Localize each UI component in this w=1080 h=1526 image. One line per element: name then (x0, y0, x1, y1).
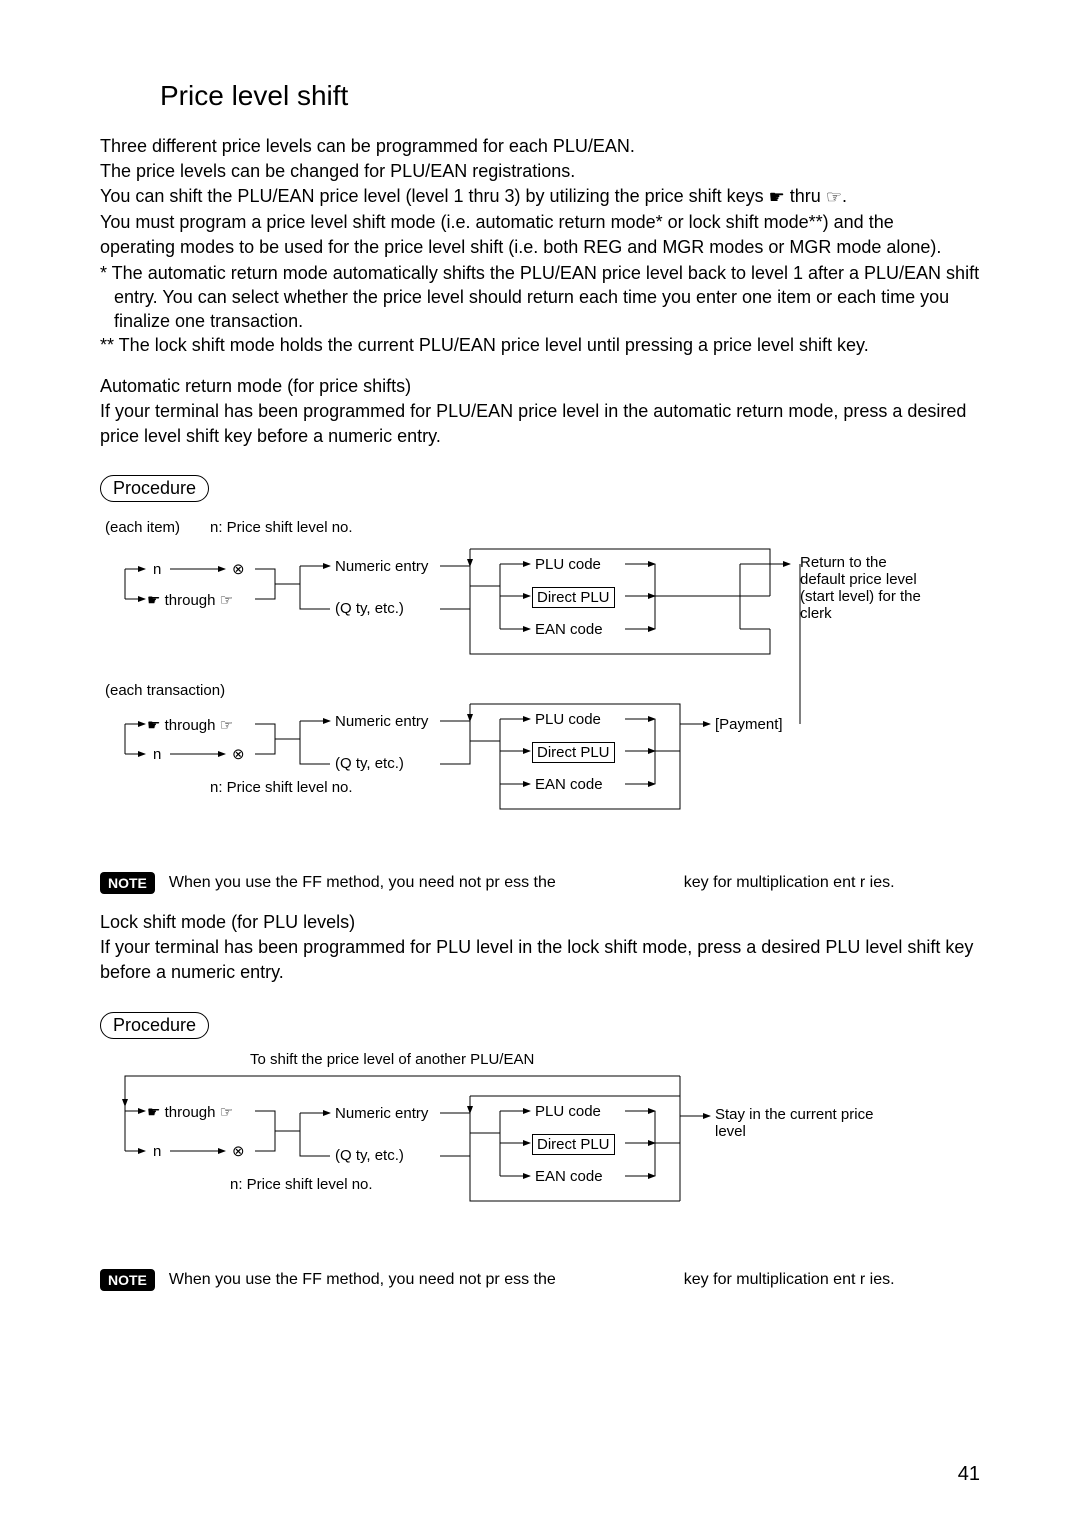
payment-label: [Payment] (715, 716, 783, 733)
lock-desc: If your terminal has been programmed for… (100, 935, 980, 985)
ean-code-3: EAN code (535, 1168, 603, 1185)
level-icon-2: ⊗ (232, 745, 245, 763)
stay-current: Stay in the current price level (715, 1106, 875, 1140)
diagram-auto: (each item) n: Price shift level no. n ⊗… (100, 514, 980, 844)
through-1: through (160, 592, 219, 609)
n-label-2: n: Price shift level no. (210, 779, 353, 796)
key3-icon-3: ☞ (220, 1104, 233, 1121)
numeric-entry-2: Numeric entry (335, 713, 428, 730)
direct-plu-3: Direct PLU (532, 1134, 615, 1155)
key3-icon-2: ☞ (220, 717, 233, 734)
ean-code-2: EAN code (535, 776, 603, 793)
through-3: through (160, 1104, 219, 1121)
numeric-entry-1: Numeric entry (335, 558, 428, 575)
note-text-2a: When you use the FF method, you need not… (169, 1271, 556, 1289)
note-badge-2: NOTE (100, 1269, 155, 1291)
through-row-3: ☛ through ☞ (147, 1103, 233, 1121)
intro-l2: The price levels can be changed for PLU/… (100, 159, 980, 184)
level1-icon: ☛ (769, 185, 785, 210)
procedure-label-1: Procedure (100, 475, 209, 502)
intro-bullet-2: ** The lock shift mode holds the current… (100, 333, 980, 357)
note-text-2b: key for multiplication ent r ies. (684, 1271, 895, 1289)
intro-l1: Three different price levels can be prog… (100, 134, 980, 159)
intro-l4: You must program a price level shift mod… (100, 210, 980, 235)
direct-plu-2: Direct PLU (532, 742, 615, 763)
qty-2: (Q ty, etc.) (335, 755, 404, 772)
each-transaction-label: (each transaction) (105, 682, 225, 699)
qty-1: (Q ty, etc.) (335, 600, 404, 617)
numeric-entry-3: Numeric entry (335, 1105, 428, 1122)
auto-heading: Automatic return mode (for price shifts) (100, 376, 980, 397)
shift-another-label: To shift the price level of another PLU/… (250, 1051, 534, 1068)
note-1: NOTE When you use the FF method, you nee… (100, 872, 980, 894)
qty-3: (Q ty, etc.) (335, 1147, 404, 1164)
page-number: 41 (958, 1463, 980, 1486)
level-icon-1: ⊗ (232, 560, 245, 578)
intro-l5: operating modes to be used for the price… (100, 235, 980, 260)
note-badge-1: NOTE (100, 872, 155, 894)
plu-code-3: PLU code (535, 1103, 601, 1120)
page: Price level shift Three different price … (0, 0, 1080, 1349)
n-3: n (153, 1143, 161, 1160)
note-text-1b: key for multiplication ent r ies. (684, 874, 895, 892)
intro-l3a: You can shift the PLU/EAN price level (l… (100, 186, 769, 206)
direct-plu-1: Direct PLU (532, 587, 615, 608)
intro-l3c: . (842, 186, 847, 206)
note-text-1a: When you use the FF method, you need not… (169, 874, 556, 892)
n-label-1: n: Price shift level no. (210, 519, 353, 536)
key1-icon: ☛ (147, 592, 160, 609)
level3-icon: ☞ (826, 185, 842, 210)
note-2: NOTE When you use the FF method, you nee… (100, 1269, 980, 1291)
through-2: through (160, 717, 219, 734)
return-default: Return to the default price level (start… (800, 554, 930, 622)
intro-l3b: thru (785, 186, 826, 206)
plu-code-2: PLU code (535, 711, 601, 728)
key3-icon: ☞ (220, 592, 233, 609)
intro-l3: You can shift the PLU/EAN price level (l… (100, 184, 980, 210)
through-row-1: ☛ through ☞ (147, 591, 233, 609)
level-icon-3: ⊗ (232, 1142, 245, 1160)
diagram-lock: To shift the price level of another PLU/… (100, 1051, 980, 1241)
n-1: n (153, 561, 161, 578)
key1-icon-3: ☛ (147, 1104, 160, 1121)
procedure-label-2: Procedure (100, 1012, 209, 1039)
through-row-2: ☛ through ☞ (147, 716, 233, 734)
intro-bullet-1: * The automatic return mode automaticall… (100, 261, 980, 334)
page-title: Price level shift (160, 80, 980, 112)
auto-desc: If your terminal has been programmed for… (100, 399, 980, 449)
ean-code-1: EAN code (535, 621, 603, 638)
n-label-3: n: Price shift level no. (230, 1176, 373, 1193)
n-2: n (153, 746, 161, 763)
intro-block: Three different price levels can be prog… (100, 134, 980, 358)
lock-heading: Lock shift mode (for PLU levels) (100, 912, 980, 933)
key1-icon-2: ☛ (147, 717, 160, 734)
each-item-label: (each item) (105, 519, 180, 536)
plu-code-1: PLU code (535, 556, 601, 573)
